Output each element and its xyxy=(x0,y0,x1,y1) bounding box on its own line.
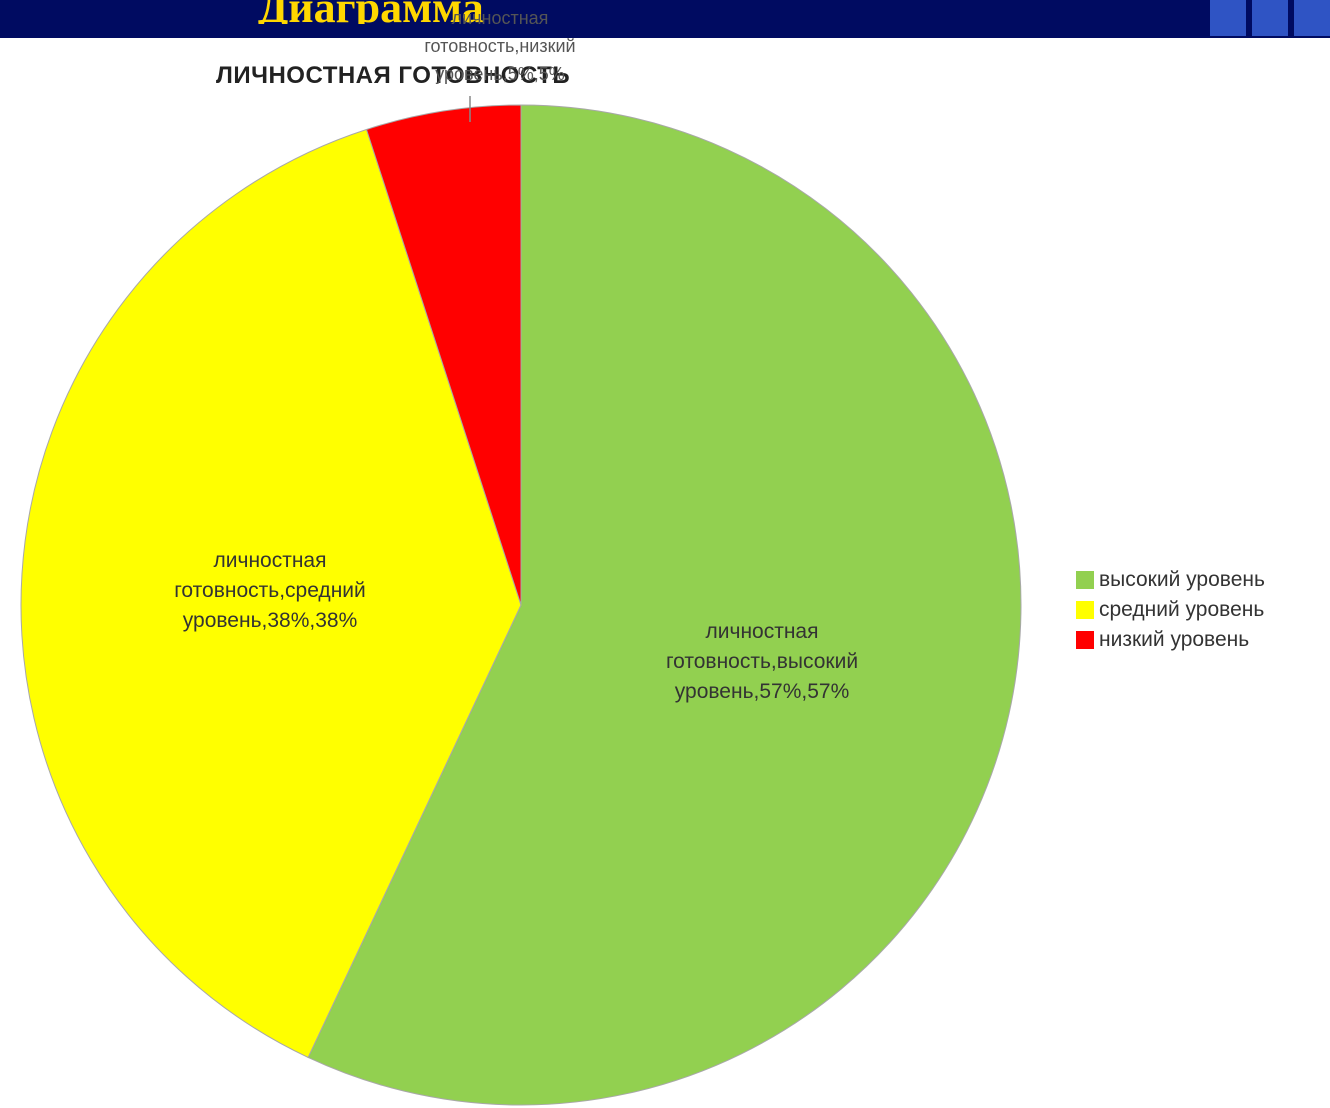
pie-slice-low xyxy=(365,104,522,606)
decorative-square xyxy=(1252,0,1288,36)
legend-item-low: низкий уровень xyxy=(1076,625,1265,655)
data-label-line: личностная xyxy=(705,620,819,643)
decorative-square xyxy=(1210,0,1246,36)
legend-swatch xyxy=(1076,601,1094,619)
chart-title: ЛИЧНОСТНАЯ ГОТОВНОСТЬ xyxy=(216,62,571,89)
data-label-line: уровень,57%,57% xyxy=(674,680,850,703)
legend-item-high: высокий уровень xyxy=(1076,565,1265,595)
data-label-line: личностная xyxy=(213,549,327,572)
data-label-line: готовность,низкий xyxy=(424,36,576,56)
slide-header-bar xyxy=(0,0,1330,38)
data-label-line: готовность,средний xyxy=(174,579,366,602)
data-label-line: уровень,38%,38% xyxy=(182,609,358,632)
data-label-low: личностная готовность,низкий уровень,5%,… xyxy=(370,4,630,88)
data-label-high: личностная готовность,высокий уровень,57… xyxy=(612,617,912,707)
data-label-mid: личностная готовность,средний уровень,38… xyxy=(120,546,420,636)
legend-label: низкий уровень xyxy=(1099,628,1250,651)
legend-swatch xyxy=(1076,571,1094,589)
data-label-line: личностная xyxy=(451,8,549,28)
chart-legend: высокий уровень средний уровень низкий у… xyxy=(1076,565,1265,655)
pie-slice-high xyxy=(307,104,1022,1106)
slide-heading: Диаграмма xyxy=(258,0,484,24)
legend-label: средний уровень xyxy=(1099,598,1265,621)
legend-label: высокий уровень xyxy=(1099,568,1265,591)
pie-slice-mid xyxy=(20,128,522,1059)
data-label-line: готовность,высокий xyxy=(665,650,859,673)
legend-item-mid: средний уровень xyxy=(1076,595,1265,625)
pie-slices xyxy=(20,104,1022,1106)
decorative-square xyxy=(1294,0,1330,36)
data-label-line: уровень,5%,5% xyxy=(435,64,565,84)
legend-swatch xyxy=(1076,631,1094,649)
